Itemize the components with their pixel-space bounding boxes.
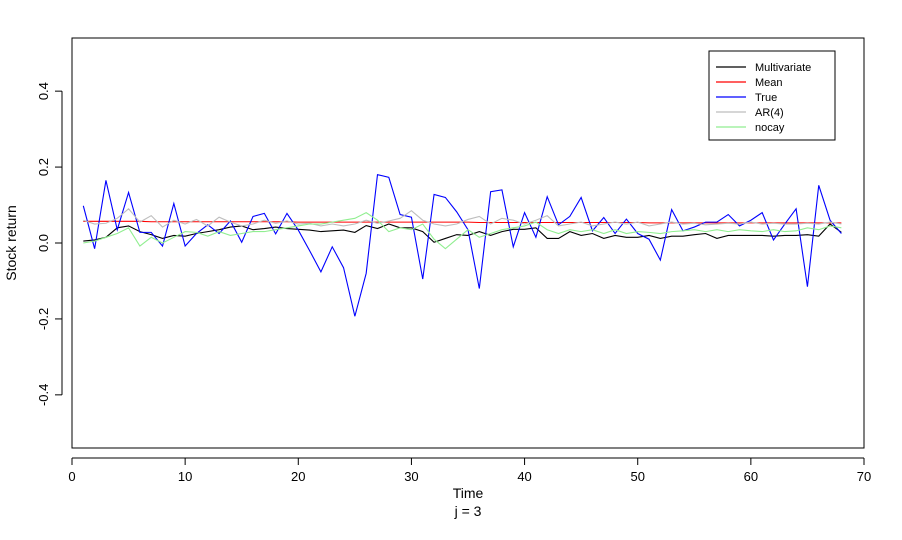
legend-label: True xyxy=(755,92,777,104)
y-tick-label: 0.4 xyxy=(36,82,51,100)
x-tick-label: 10 xyxy=(178,469,192,484)
legend-label: nocay xyxy=(755,122,785,134)
x-tick-label: 50 xyxy=(630,469,644,484)
y-tick-label: -0.2 xyxy=(36,308,51,330)
legend-label: Mean xyxy=(755,77,783,89)
series-line-nocay xyxy=(83,211,842,250)
x-tick-label: 0 xyxy=(68,469,75,484)
y-axis: -0.4 -0.2 0.0 0.2 0.4 xyxy=(36,82,63,406)
y-axis-title: Stock return xyxy=(3,205,19,280)
x-tick-label: 30 xyxy=(404,469,418,484)
legend-box xyxy=(708,50,836,141)
legend-label: AR(4) xyxy=(755,107,784,119)
x-tick-label: 20 xyxy=(291,469,305,484)
x-tick-label: 70 xyxy=(857,469,871,484)
x-axis: 0 10 20 30 40 50 60 70 xyxy=(68,457,871,484)
legend: Multivariate Mean True AR(4) nocay xyxy=(708,50,836,141)
x-tick-label: 40 xyxy=(517,469,531,484)
y-tick-label: 0.0 xyxy=(36,234,51,252)
plot-frame xyxy=(71,37,865,449)
series-layer xyxy=(82,173,842,317)
x-axis-sublabel: j = 3 xyxy=(454,503,482,519)
x-tick-label: 60 xyxy=(744,469,758,484)
x-axis-title: Time xyxy=(453,485,484,501)
legend-label: Multivariate xyxy=(755,62,811,74)
series-line-true xyxy=(82,173,842,317)
y-tick-label: 0.2 xyxy=(36,158,51,176)
series-line-ar-4 xyxy=(83,208,842,228)
y-tick-label: -0.4 xyxy=(36,384,51,406)
